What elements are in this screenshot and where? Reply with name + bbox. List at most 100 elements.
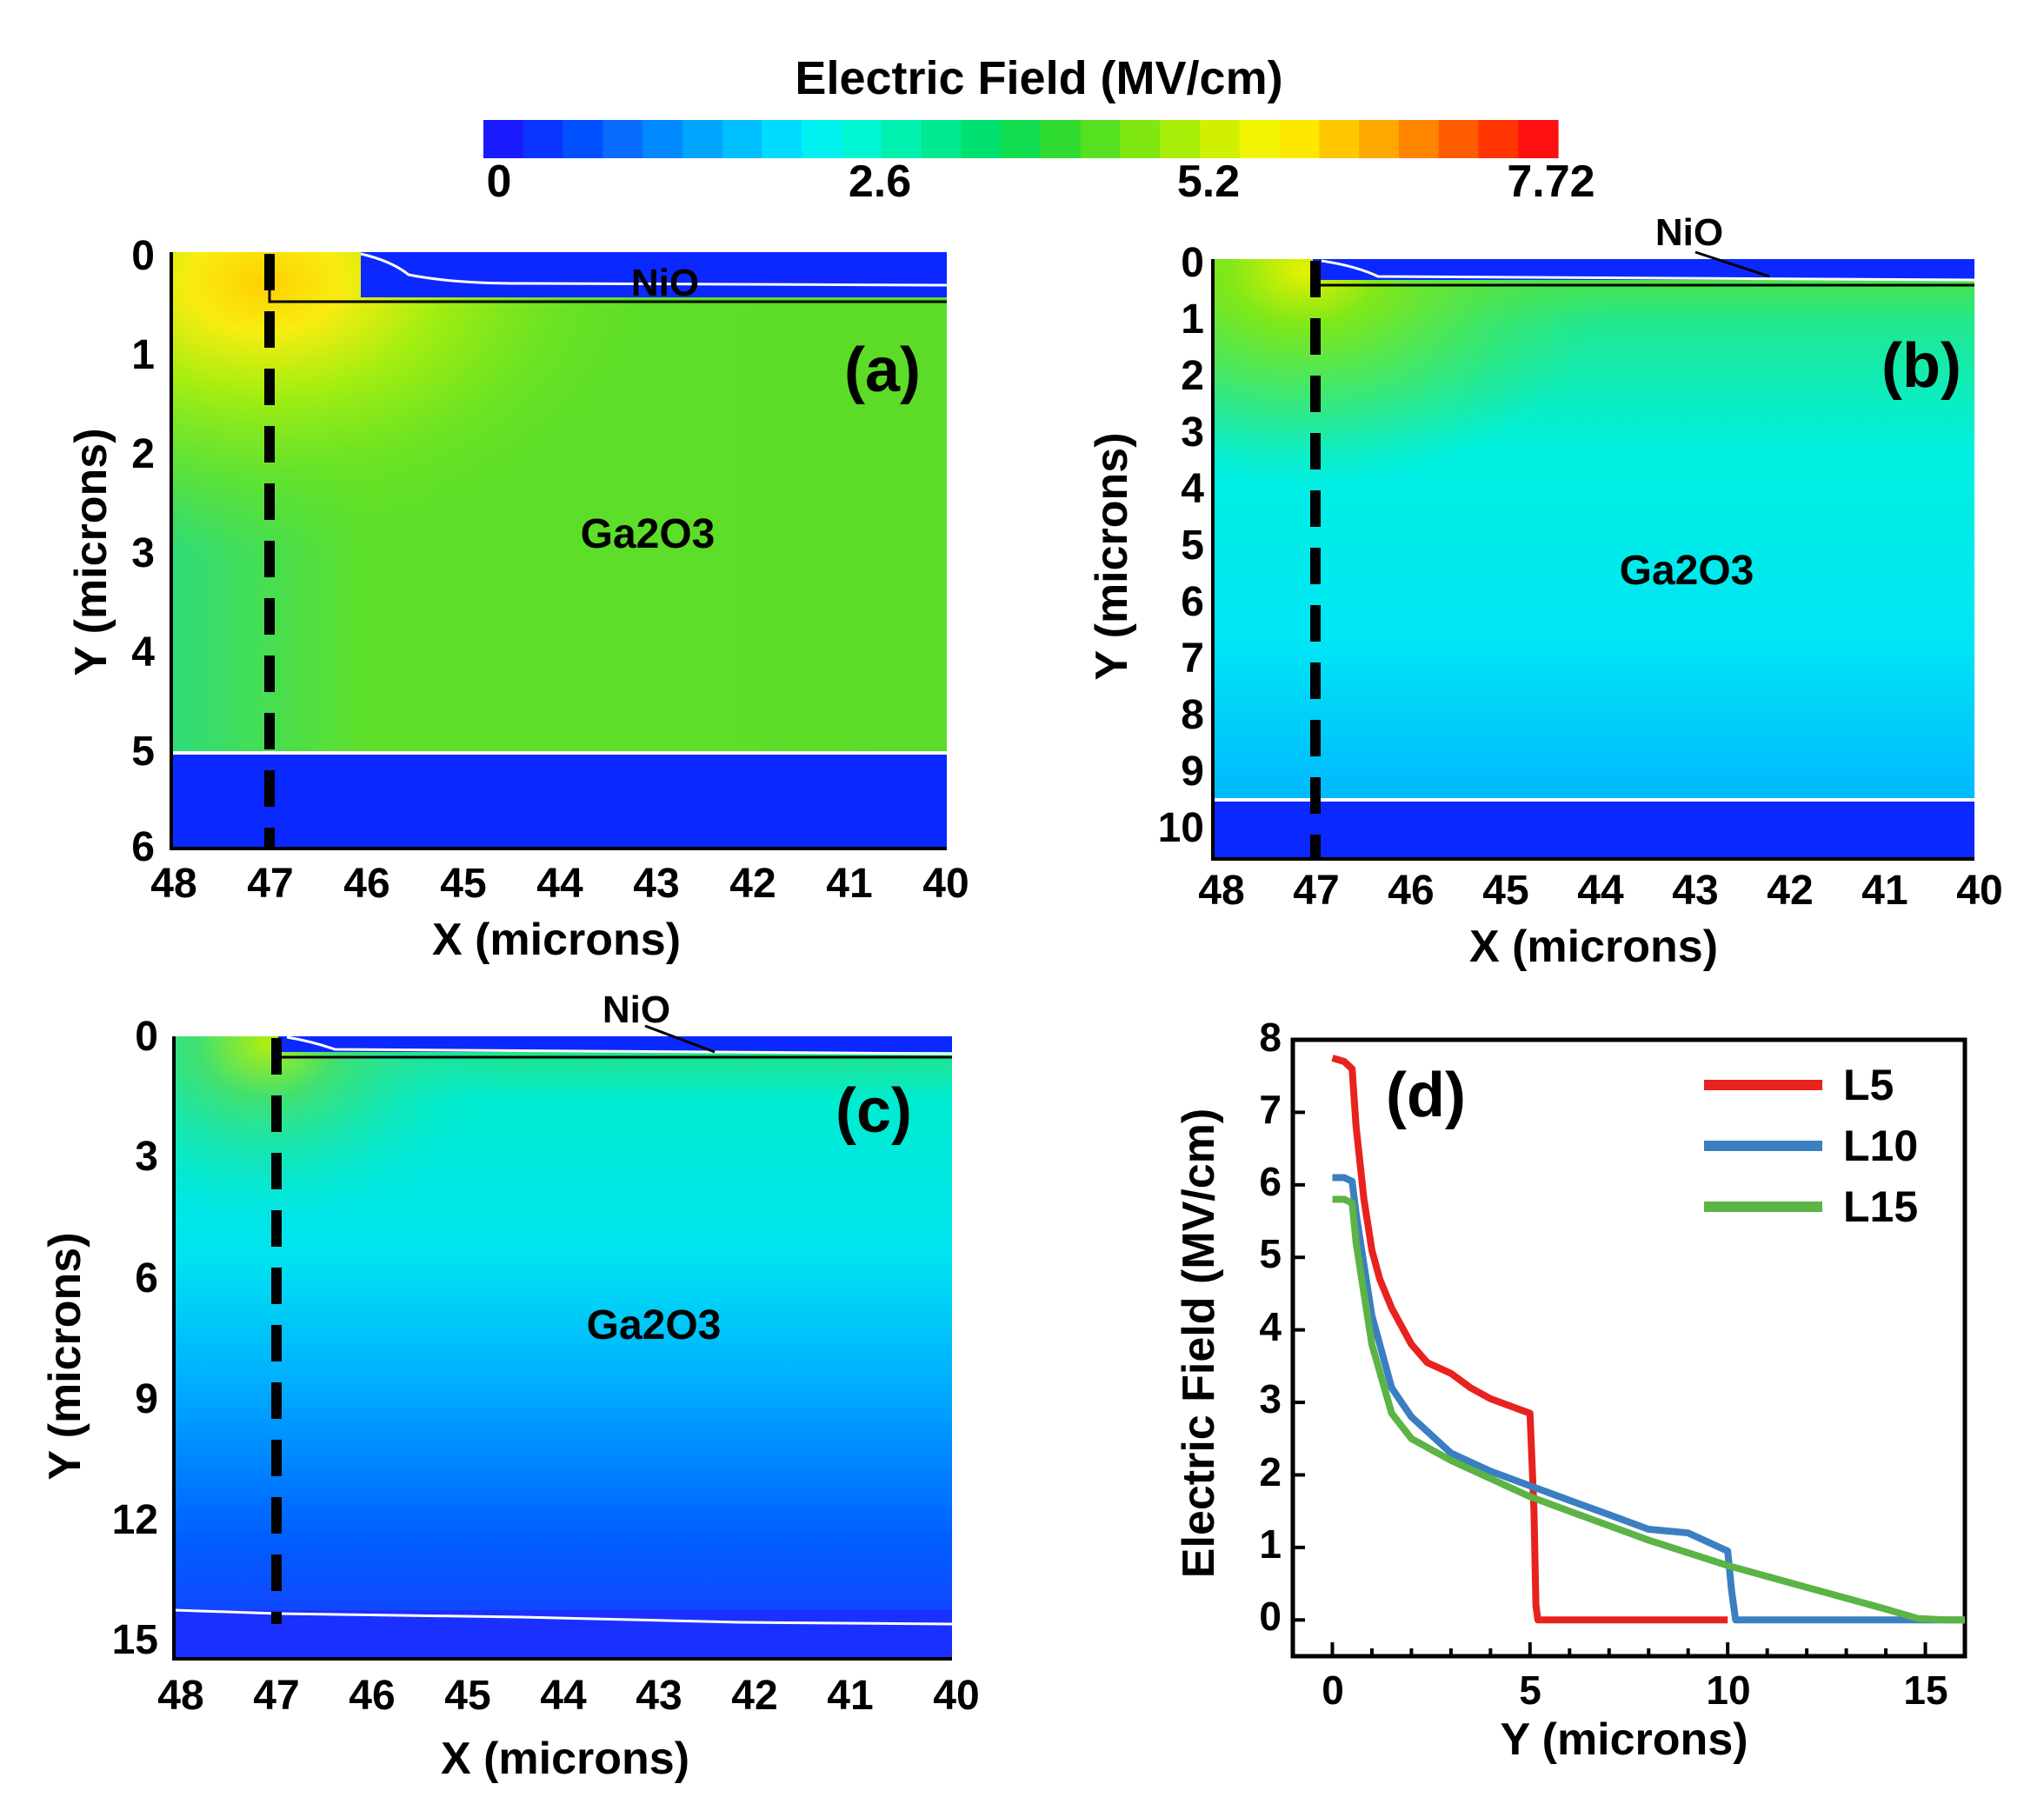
panel-a-y-axis-label: Y (microns)	[66, 428, 117, 676]
panel-b-y-tick: 0	[1181, 240, 1204, 286]
panel-c-x-tick: 40	[933, 1673, 979, 1719]
colorbar-cell	[603, 120, 643, 158]
panel-b-x-tick: 47	[1293, 868, 1339, 914]
panel-c-label: (c)	[836, 1076, 912, 1146]
panel-b-y-tick: 3	[1181, 409, 1204, 456]
panel-b-y-ticks: 0 1 2 3 4 5 6 7 8 9 10	[1158, 240, 1205, 851]
panel-b-x-tick: 44	[1577, 868, 1624, 914]
panel-c-x-tick: 42	[731, 1673, 777, 1719]
panel-c-x-tick: 44	[540, 1673, 587, 1719]
panel-b-y-tick: 6	[1181, 579, 1204, 625]
series-line-l10	[1332, 1174, 1965, 1624]
panel-b-nio-leader	[1694, 250, 1770, 278]
series-line-l5	[1331, 1055, 1728, 1624]
panel-d-series	[1331, 1055, 1965, 1624]
panel-b-y-axis-label: Y (microns)	[1087, 432, 1137, 680]
panel-b-y-tick: 1	[1181, 296, 1204, 343]
colorbar-cell	[722, 120, 763, 158]
panel-d-y-ticks: 0 1 2 3 4 5 6 7 8	[1259, 1015, 1282, 1639]
panel-a-substrate	[171, 753, 947, 849]
colorbar-cell	[921, 120, 962, 158]
panel-c-x-ticks: 48 47 46 45 44 43 42 41 40	[157, 1673, 979, 1719]
colorbar-cell	[842, 120, 882, 158]
panel-d-tick-marks	[1293, 1038, 1927, 1656]
panel-b: NiO Ga2O3 (b) 0 1 2 3 4 5 6 7 8 9 10 48 …	[1087, 211, 2003, 972]
panel-a-x-tick: 44	[536, 861, 583, 907]
legend-label-l10: L10	[1843, 1122, 1918, 1170]
colorbar-cell	[563, 120, 603, 158]
panel-d-y-tick: 4	[1259, 1304, 1282, 1349]
panel-b-y-tick: 8	[1181, 692, 1204, 738]
panel-b-x-tick: 40	[1956, 868, 2002, 914]
panel-d-label: (d)	[1386, 1061, 1466, 1130]
panel-d-x-tick: 10	[1706, 1668, 1750, 1713]
panel-b-ga2o3-label: Ga2O3	[1620, 548, 1754, 594]
panel-d-x-axis-label: Y (microns)	[1500, 1714, 1748, 1765]
panel-c-x-tick: 41	[827, 1673, 873, 1719]
colorbar-cell	[682, 120, 723, 158]
panel-d-plot-area	[1290, 1037, 1967, 1659]
panel-d-legend: L5 L10 L15	[1704, 1061, 1918, 1231]
colorbar-title: Electric Field (MV/cm)	[795, 52, 1282, 104]
panel-d-y-tick: 0	[1259, 1594, 1282, 1639]
colorbar-cell	[1239, 120, 1281, 158]
panel-a-ga2o3-label: Ga2O3	[581, 511, 716, 557]
panel-a-x-tick: 47	[247, 861, 293, 907]
panel-c-y-tick: 9	[135, 1376, 158, 1422]
panel-a-x-tick: 43	[633, 861, 679, 907]
panel-a-hotspot	[171, 252, 947, 753]
panel-c-y-axis-label: Y (microns)	[40, 1232, 90, 1480]
panel-c-y-tick: 6	[135, 1255, 158, 1301]
panel-c-nio	[278, 1036, 952, 1052]
panel-b-x-axis-label: X (microns)	[1469, 922, 1718, 972]
colorbar-cell	[642, 120, 683, 158]
panel-c-nio-contour	[286, 1035, 953, 1055]
panel-a-y-tick: 0	[131, 233, 155, 279]
panel-b-label: (b)	[1881, 331, 1961, 401]
panel-a-y-ticks: 0 1 2 3 4 5 6	[131, 233, 155, 870]
colorbar-cell	[1359, 120, 1400, 158]
colorbar-tick-3: 7.72	[1507, 156, 1595, 207]
colorbar-tick-2: 5.2	[1177, 156, 1240, 207]
panel-b-nio-contour	[1321, 259, 1975, 282]
colorbar-cells	[483, 120, 1559, 158]
legend-label-l5: L5	[1843, 1061, 1894, 1109]
panel-a-x-tick: 42	[729, 861, 776, 907]
colorbar-cell	[802, 120, 842, 158]
panel-c-ga2o3-label: Ga2O3	[587, 1302, 722, 1348]
panel-a-y-tick: 1	[131, 332, 155, 378]
panel-b-y-tick: 4	[1181, 466, 1204, 512]
panel-a-x-tick: 46	[343, 861, 389, 907]
panel-b-y-tick: 9	[1181, 749, 1204, 795]
panel-b-y-tick: 10	[1158, 805, 1204, 851]
panel-b-y-tick: 5	[1181, 523, 1204, 569]
panel-c-y-tick: 15	[112, 1617, 158, 1663]
panel-b-frame	[1211, 259, 1974, 861]
panel-d-y-tick: 8	[1259, 1015, 1282, 1060]
panel-d-y-tick: 3	[1259, 1376, 1282, 1421]
panel-a-anode-edge	[268, 254, 947, 303]
colorbar-cell	[1001, 120, 1042, 158]
panel-c-hotspot	[174, 1036, 952, 1659]
colorbar-cell	[1438, 120, 1480, 158]
panel-c-frame	[172, 1036, 952, 1661]
panel-d-y-tick: 5	[1259, 1231, 1282, 1276]
panel-c: NiO Ga2O3 (c) 0 3 6 9 12 15 48 47 46 45 …	[40, 989, 980, 1784]
panel-c-anode-edge	[275, 1038, 952, 1059]
panel-c-y-tick: 12	[112, 1497, 158, 1543]
panel-b-x-tick: 48	[1198, 868, 1244, 914]
panel-c-nio-label: NiO	[603, 989, 670, 1031]
panel-a-y-tick: 6	[131, 824, 155, 870]
panel-d-y-tick: 6	[1259, 1159, 1282, 1204]
colorbar-tick-0: 0	[487, 156, 512, 207]
panel-d-y-tick: 2	[1259, 1449, 1282, 1494]
panel-a-y-tick: 2	[131, 431, 155, 477]
panel-c-x-tick: 43	[636, 1673, 682, 1719]
panel-c-nio-leader	[644, 1024, 716, 1054]
panel-d-x-tick: 15	[1903, 1668, 1947, 1713]
panel-d: 0 1 2 3 4 5 6 7 8 0 5 10 15 Y (microns) …	[1174, 1015, 1967, 1765]
panel-d-x-tick: 5	[1519, 1668, 1541, 1713]
colorbar-cell	[1160, 120, 1201, 158]
panel-a-x-axis-label: X (microns)	[432, 915, 681, 965]
